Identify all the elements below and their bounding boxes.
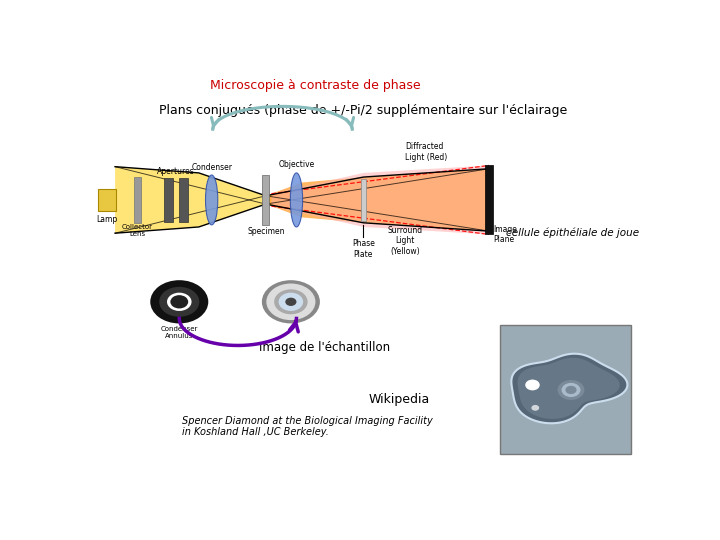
FancyBboxPatch shape bbox=[99, 188, 116, 211]
Circle shape bbox=[279, 293, 303, 311]
Circle shape bbox=[266, 284, 315, 320]
FancyBboxPatch shape bbox=[500, 325, 631, 454]
Polygon shape bbox=[511, 354, 627, 423]
Text: Condenser
Annulus: Condenser Annulus bbox=[161, 326, 198, 339]
Text: Plans conjugués (phase de +/-Pi/2 supplémentaire sur l'éclairage: Plans conjugués (phase de +/-Pi/2 supplé… bbox=[159, 104, 567, 117]
Polygon shape bbox=[271, 165, 489, 234]
Circle shape bbox=[262, 280, 320, 323]
Polygon shape bbox=[266, 168, 489, 231]
Circle shape bbox=[557, 380, 585, 400]
Text: Phase
Plate: Phase Plate bbox=[352, 239, 375, 259]
Text: Condenser: Condenser bbox=[191, 163, 232, 172]
Text: Specimen: Specimen bbox=[247, 227, 284, 236]
Text: Spencer Diamond at the Biological Imaging Facility
in Koshland Hall ,UC Berkeley: Spencer Diamond at the Biological Imagin… bbox=[182, 416, 433, 437]
Circle shape bbox=[159, 287, 199, 317]
FancyBboxPatch shape bbox=[133, 177, 141, 223]
Circle shape bbox=[285, 298, 297, 306]
Circle shape bbox=[526, 380, 540, 390]
Ellipse shape bbox=[205, 175, 217, 225]
Circle shape bbox=[531, 405, 539, 411]
FancyBboxPatch shape bbox=[163, 178, 173, 222]
Circle shape bbox=[171, 295, 188, 308]
FancyBboxPatch shape bbox=[485, 165, 493, 234]
Text: Lamp: Lamp bbox=[96, 215, 118, 224]
Polygon shape bbox=[115, 167, 489, 233]
Text: Objective: Objective bbox=[279, 160, 315, 168]
Circle shape bbox=[167, 293, 192, 311]
FancyBboxPatch shape bbox=[262, 174, 269, 225]
FancyBboxPatch shape bbox=[179, 178, 188, 222]
Circle shape bbox=[274, 289, 307, 314]
Text: Diffracted
Light (Red): Diffracted Light (Red) bbox=[405, 142, 448, 161]
Circle shape bbox=[150, 280, 208, 323]
Text: Surround
Light
(Yellow): Surround Light (Yellow) bbox=[387, 226, 423, 255]
Text: Image de l'échantillon: Image de l'échantillon bbox=[258, 341, 390, 354]
Text: cellule épithéliale de joue: cellule épithéliale de joue bbox=[506, 228, 639, 239]
Ellipse shape bbox=[290, 173, 302, 227]
Text: Image
Plane: Image Plane bbox=[493, 225, 517, 244]
Circle shape bbox=[562, 383, 580, 397]
Polygon shape bbox=[518, 357, 620, 419]
FancyBboxPatch shape bbox=[361, 179, 366, 221]
Text: Collector
Lens: Collector Lens bbox=[122, 224, 153, 237]
Text: Microscopie à contraste de phase: Microscopie à contraste de phase bbox=[210, 79, 420, 92]
Text: Apertures: Apertures bbox=[157, 167, 195, 176]
Circle shape bbox=[565, 386, 577, 394]
Text: Wikipedia: Wikipedia bbox=[369, 393, 431, 406]
